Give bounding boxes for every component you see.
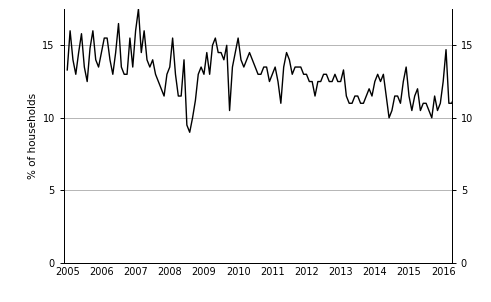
Y-axis label: % of households: % of households [28, 93, 38, 179]
